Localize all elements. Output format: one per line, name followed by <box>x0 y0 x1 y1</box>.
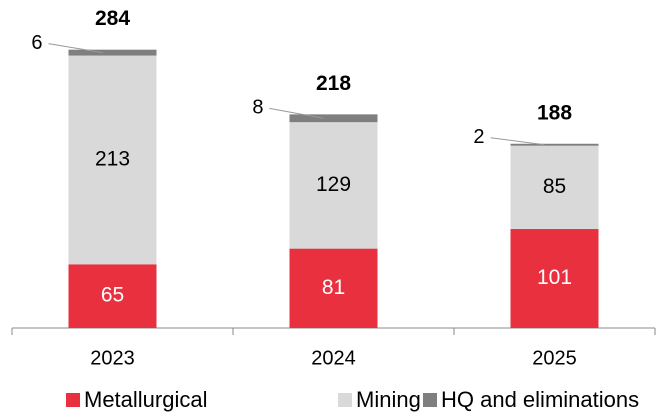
total-label: 284 <box>95 7 130 30</box>
total-label: 218 <box>316 72 351 95</box>
bar-segment <box>68 55 157 265</box>
legend-swatch <box>338 393 352 407</box>
x-tick-label: 2025 <box>532 347 577 369</box>
value-label: 81 <box>322 276 345 299</box>
value-label: 6 <box>31 32 42 54</box>
bar-segment <box>68 264 157 328</box>
leader-line <box>269 107 324 119</box>
bar-segment <box>289 114 378 123</box>
legend-label: Mining <box>356 387 421 412</box>
value-label: 65 <box>101 284 124 307</box>
value-label: 213 <box>95 147 130 170</box>
legend-label: HQ and eliminations <box>441 387 639 412</box>
total-label: 188 <box>537 101 572 124</box>
leader-line <box>490 137 545 146</box>
bar-segment <box>289 248 378 328</box>
leader-line <box>48 43 103 54</box>
value-label: 2 <box>473 126 484 148</box>
bar-segment <box>510 229 599 328</box>
bar-segment <box>68 49 157 56</box>
x-tick-label: 2024 <box>311 347 356 369</box>
value-label: 101 <box>537 266 572 289</box>
bar-segment <box>289 122 378 249</box>
x-tick-label: 2023 <box>90 347 135 369</box>
legend-swatch <box>423 393 437 407</box>
bar-segment <box>510 143 599 146</box>
bar-segment <box>510 145 599 230</box>
legend-swatch <box>66 393 80 407</box>
value-label: 129 <box>316 173 351 196</box>
value-label: 85 <box>543 175 566 198</box>
legend-label: Metallurgical <box>84 387 208 412</box>
value-label: 8 <box>252 97 263 119</box>
